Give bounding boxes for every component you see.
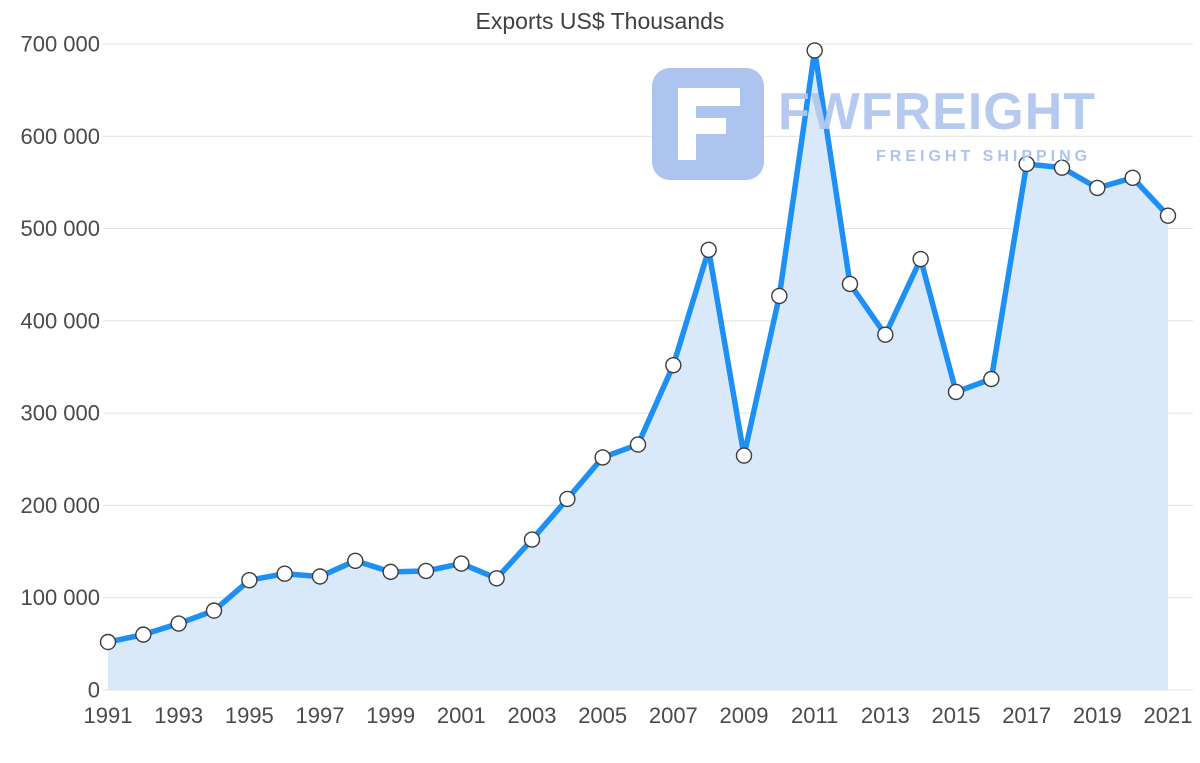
x-axis-tick-label: 2009 bbox=[720, 703, 769, 728]
data-point-marker bbox=[417, 562, 435, 580]
x-axis-tick-label: 2003 bbox=[508, 703, 557, 728]
data-point-marker bbox=[1018, 155, 1035, 173]
series-area-fill bbox=[108, 50, 1168, 690]
data-point-marker bbox=[1159, 207, 1177, 224]
data-point-marker bbox=[1053, 159, 1071, 176]
data-point-marker bbox=[135, 626, 152, 643]
data-point-marker bbox=[947, 383, 965, 401]
data-point-marker bbox=[841, 275, 859, 293]
data-point-marker bbox=[99, 633, 117, 651]
chart-title: Exports US$ Thousands bbox=[475, 8, 725, 34]
data-point-marker bbox=[1089, 179, 1106, 197]
data-point-marker bbox=[983, 370, 1000, 388]
data-point-marker bbox=[1124, 169, 1141, 187]
data-point-marker bbox=[700, 241, 717, 258]
y-axis-tick-label: 700 000 bbox=[20, 32, 100, 57]
data-point-marker bbox=[735, 447, 753, 464]
data-point-marker bbox=[205, 602, 223, 619]
data-point-marker bbox=[559, 490, 576, 508]
x-axis-tick-label: 1995 bbox=[225, 703, 274, 728]
x-axis-tick-label: 1997 bbox=[296, 703, 345, 728]
x-axis-tick-label: 1999 bbox=[366, 703, 415, 728]
data-point-marker bbox=[594, 449, 611, 466]
y-axis-tick-label: 100 000 bbox=[20, 585, 100, 610]
data-point-marker bbox=[311, 568, 329, 585]
y-axis-tick-label: 500 000 bbox=[20, 216, 100, 241]
x-axis-tick-label: 1991 bbox=[84, 703, 133, 728]
data-point-marker bbox=[276, 565, 293, 582]
x-axis-tick-label: 2001 bbox=[437, 703, 486, 728]
data-point-marker bbox=[912, 250, 929, 268]
data-point-marker bbox=[488, 570, 505, 587]
y-axis-tick-label: 0 bbox=[88, 678, 100, 703]
data-point-marker bbox=[453, 555, 470, 572]
data-point-marker bbox=[170, 615, 187, 632]
data-point-marker bbox=[347, 552, 364, 569]
y-axis-tick-label: 300 000 bbox=[20, 401, 100, 426]
x-axis-tick-label: 2005 bbox=[578, 703, 627, 728]
x-axis-tick-label: 2015 bbox=[932, 703, 981, 728]
data-point-marker bbox=[806, 42, 823, 59]
x-axis-tick-label: 1993 bbox=[154, 703, 203, 728]
x-axis-tick-label: 2013 bbox=[861, 703, 910, 728]
x-axis-tick-label: 2011 bbox=[791, 703, 838, 728]
data-point-marker bbox=[665, 356, 682, 374]
data-point-marker bbox=[382, 563, 399, 581]
x-axis-tick-label: 2017 bbox=[1002, 703, 1051, 728]
x-axis-tick-label: 2019 bbox=[1073, 703, 1122, 728]
y-axis-tick-label: 400 000 bbox=[20, 308, 100, 333]
x-axis-tick-label: 2007 bbox=[649, 703, 698, 728]
data-point-marker bbox=[523, 531, 541, 548]
x-axis-tick-label: 2021 bbox=[1144, 703, 1193, 728]
data-point-marker bbox=[241, 571, 258, 589]
data-point-marker bbox=[771, 287, 788, 305]
y-axis-tick-label: 200 000 bbox=[20, 493, 100, 518]
y-axis-tick-label: 600 000 bbox=[20, 124, 100, 149]
data-point-marker bbox=[877, 326, 894, 343]
data-point-marker bbox=[629, 436, 647, 453]
